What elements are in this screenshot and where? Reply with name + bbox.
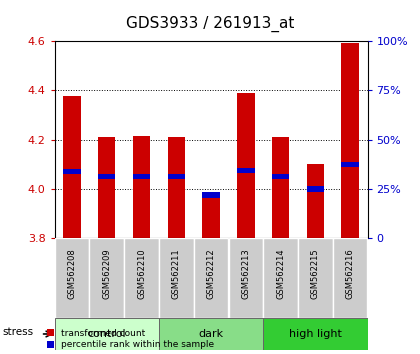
Text: GSM562213: GSM562213 <box>241 248 250 299</box>
Bar <box>341 161 359 167</box>
Bar <box>168 137 185 239</box>
Bar <box>341 43 359 239</box>
Text: high light: high light <box>289 329 342 339</box>
Text: control: control <box>87 329 126 339</box>
Text: GSM562214: GSM562214 <box>276 248 285 298</box>
Text: GSM562211: GSM562211 <box>172 248 181 298</box>
Bar <box>98 174 116 179</box>
Bar <box>133 136 150 239</box>
Text: GSM562215: GSM562215 <box>311 248 320 298</box>
Bar <box>159 318 263 350</box>
Bar <box>272 174 289 179</box>
Bar <box>237 93 255 239</box>
Bar <box>333 239 368 318</box>
Bar <box>307 186 324 192</box>
Text: GSM562209: GSM562209 <box>102 248 111 298</box>
Bar <box>63 96 81 239</box>
Bar <box>63 169 81 175</box>
Bar <box>168 174 185 179</box>
Text: stress: stress <box>2 327 33 337</box>
Bar <box>202 193 220 198</box>
Bar <box>98 137 116 239</box>
Bar <box>202 196 220 239</box>
Bar <box>55 318 159 350</box>
Text: GSM562216: GSM562216 <box>346 248 354 299</box>
Bar <box>237 168 255 173</box>
Legend: transformed count, percentile rank within the sample: transformed count, percentile rank withi… <box>47 329 214 349</box>
Text: GSM562210: GSM562210 <box>137 248 146 298</box>
Bar <box>272 137 289 239</box>
Text: GSM562208: GSM562208 <box>68 248 76 299</box>
Bar <box>159 239 194 318</box>
Bar <box>194 239 228 318</box>
Bar <box>89 239 124 318</box>
Bar <box>228 239 263 318</box>
Bar <box>133 174 150 179</box>
Bar <box>263 318 368 350</box>
Bar <box>307 164 324 239</box>
Text: GSM562212: GSM562212 <box>207 248 215 298</box>
Bar <box>263 239 298 318</box>
Bar <box>124 239 159 318</box>
Text: dark: dark <box>199 329 223 339</box>
Text: GDS3933 / 261913_at: GDS3933 / 261913_at <box>126 16 294 32</box>
Bar <box>298 239 333 318</box>
Bar <box>55 239 89 318</box>
